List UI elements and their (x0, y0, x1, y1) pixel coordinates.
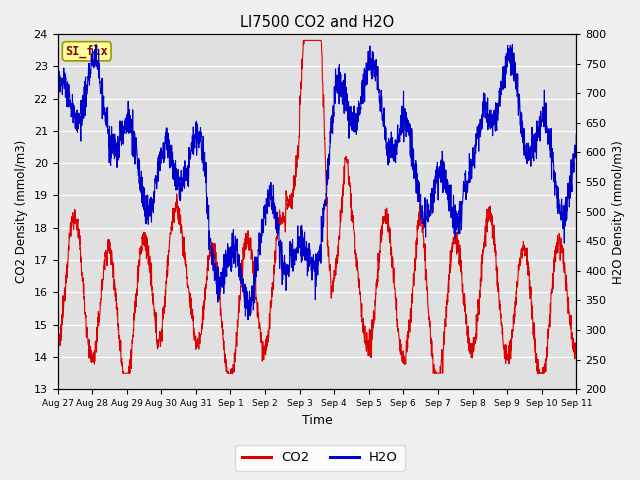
Y-axis label: H2O Density (mmol/m3): H2O Density (mmol/m3) (612, 140, 625, 284)
X-axis label: Time: Time (301, 414, 332, 427)
Y-axis label: CO2 Density (mmol/m3): CO2 Density (mmol/m3) (15, 140, 28, 283)
Text: SI_flx: SI_flx (65, 45, 108, 58)
Legend: CO2, H2O: CO2, H2O (236, 445, 404, 471)
Title: LI7500 CO2 and H2O: LI7500 CO2 and H2O (240, 15, 394, 30)
